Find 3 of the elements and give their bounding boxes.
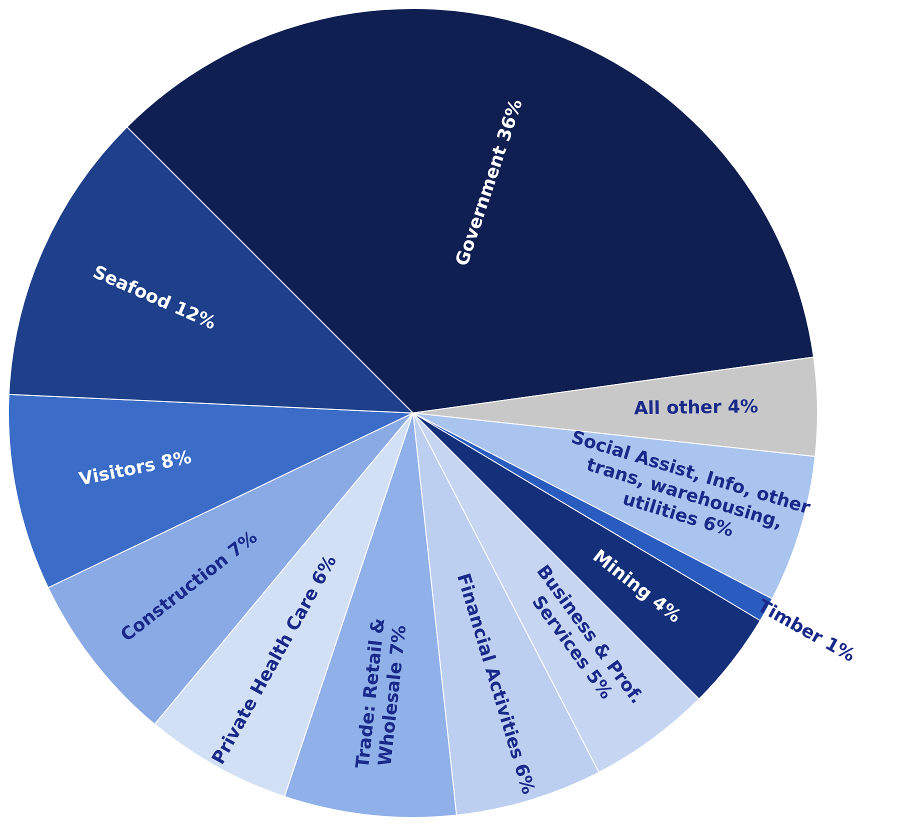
slice-label: Visitors 8% (77, 446, 194, 490)
slice-label: All other 4% (634, 396, 758, 420)
slice-label: Trade: Retail & Wholesale 7% (352, 617, 411, 770)
